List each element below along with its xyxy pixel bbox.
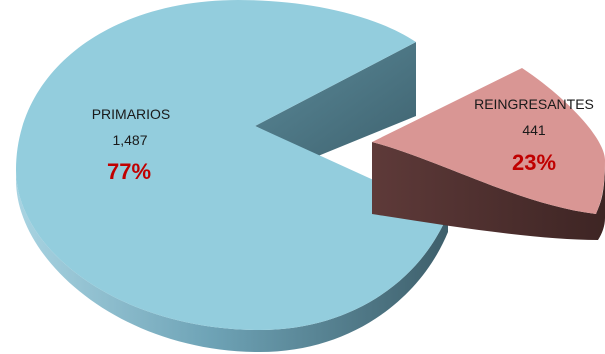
slice-value-primarios: 1,487 bbox=[112, 132, 147, 148]
slice-value-reingresantes: 441 bbox=[522, 122, 546, 138]
slice-reingresantes-side bbox=[372, 142, 605, 240]
slice-primarios-outer-side bbox=[16, 170, 448, 352]
slice-primarios-top bbox=[16, 0, 448, 330]
slice-percent-reingresantes: 23% bbox=[512, 150, 556, 175]
slice-primarios-inner-side bbox=[255, 42, 416, 156]
slice-label-primarios: PRIMARIOS bbox=[92, 106, 171, 122]
slice-label-reingresantes: REINGRESANTES bbox=[474, 96, 594, 112]
slice-percent-primarios: 77% bbox=[107, 159, 151, 184]
slice-reingresantes-top bbox=[372, 68, 605, 214]
